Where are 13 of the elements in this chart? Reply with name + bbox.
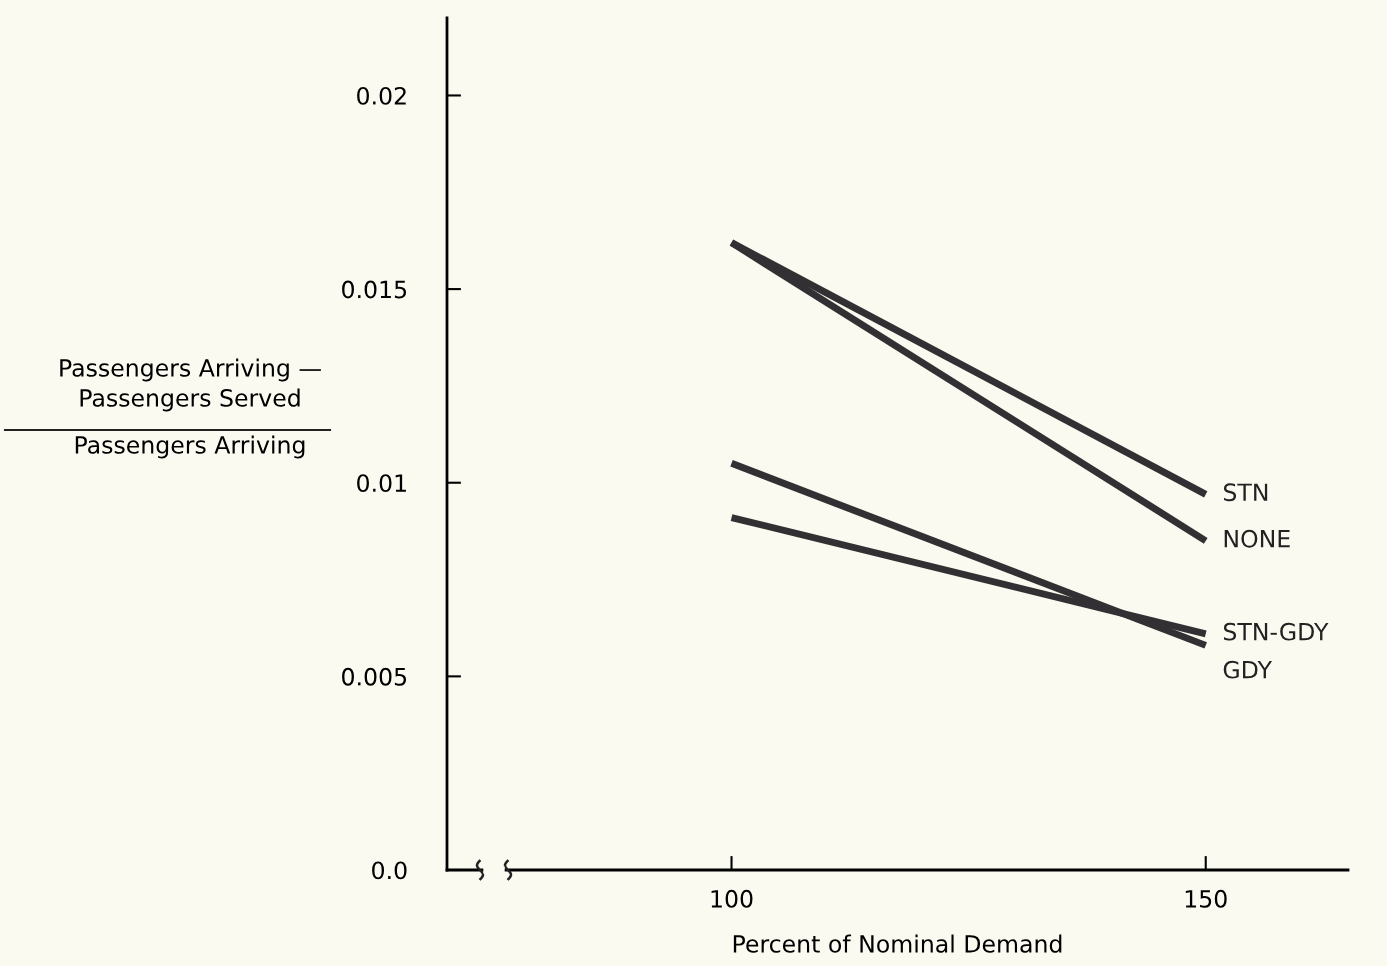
y-tick-label: 0.015 xyxy=(342,280,407,299)
y-axis-title: Passengers Arriving — Passengers Served Passengers Arriving xyxy=(60,358,321,459)
y-tick-label: 0.0 xyxy=(372,861,407,880)
series-label: STN-GDY xyxy=(1223,622,1329,641)
y-tick-label: 0.005 xyxy=(342,667,407,686)
x-tick-label: 100 xyxy=(711,889,753,908)
series-label: STN xyxy=(1223,483,1268,502)
y-tick-label: 0.02 xyxy=(357,86,406,105)
series-label: GDY xyxy=(1223,660,1273,679)
x-tick-label: 150 xyxy=(1185,889,1227,908)
series-label: NONE xyxy=(1224,529,1290,548)
y-tick-label: 0.01 xyxy=(357,474,406,493)
x-axis-title: Percent of Nominal Demand xyxy=(733,934,1062,953)
